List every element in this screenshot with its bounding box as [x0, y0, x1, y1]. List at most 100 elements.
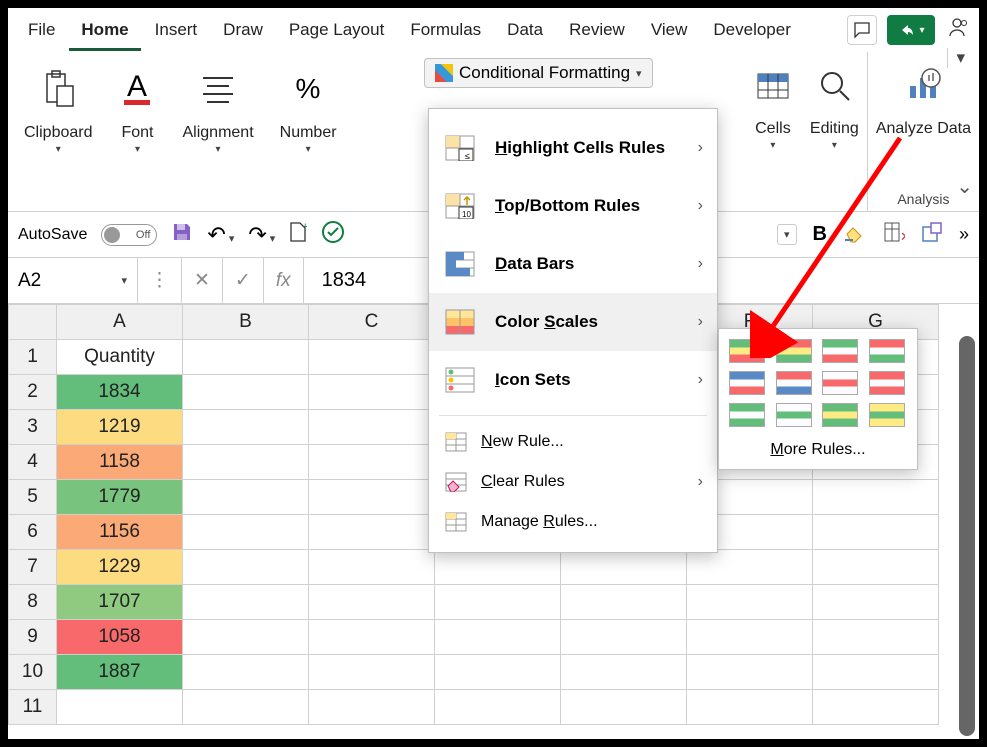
cell[interactable] — [687, 655, 813, 690]
delete-sheet-icon[interactable]: ✕ — [883, 221, 905, 248]
formula-value[interactable]: 1834 — [304, 269, 385, 292]
redo-button[interactable]: ↷▾ — [248, 222, 275, 248]
cell[interactable]: 1887 — [57, 655, 183, 690]
clear-format-icon[interactable] — [843, 220, 867, 249]
cell[interactable] — [813, 515, 939, 550]
cell[interactable] — [183, 655, 309, 690]
color-scale-swatch[interactable] — [729, 371, 765, 395]
row-header[interactable]: 3 — [9, 410, 57, 445]
tab-insert[interactable]: Insert — [143, 12, 210, 48]
row-header[interactable]: 5 — [9, 480, 57, 515]
color-scale-swatch[interactable] — [729, 403, 765, 427]
menu-data-bars[interactable]: Data Bars › — [429, 235, 717, 293]
cell[interactable] — [309, 410, 435, 445]
cell[interactable] — [435, 690, 561, 725]
cell[interactable] — [183, 375, 309, 410]
column-header[interactable]: B — [183, 305, 309, 340]
name-box[interactable]: A2 ▾ — [8, 258, 138, 303]
color-scale-swatch[interactable] — [776, 339, 812, 363]
menu-clear-rules[interactable]: Clear Rules › — [429, 462, 717, 502]
cell[interactable] — [813, 620, 939, 655]
dropdown-icon[interactable]: ▾ — [777, 224, 797, 245]
enter-icon[interactable]: ✓ — [223, 258, 264, 303]
color-scale-swatch[interactable] — [869, 339, 905, 363]
cell[interactable] — [561, 620, 687, 655]
tab-page-layout[interactable]: Page Layout — [277, 12, 396, 48]
cell[interactable] — [687, 585, 813, 620]
ribbon-group-clipboard[interactable]: Clipboard ▾ — [16, 56, 100, 203]
share-button[interactable]: ▾ — [887, 15, 935, 45]
cell[interactable] — [561, 690, 687, 725]
cell[interactable]: 1229 — [57, 550, 183, 585]
vertical-scrollbar[interactable] — [959, 336, 975, 736]
ribbon-group-alignment[interactable]: Alignment ▾ — [174, 56, 261, 203]
cell[interactable] — [309, 340, 435, 375]
more-rules-link[interactable]: More Rules... — [729, 441, 907, 459]
check-icon[interactable] — [321, 220, 345, 249]
cell[interactable] — [309, 445, 435, 480]
cell[interactable] — [183, 445, 309, 480]
row-header[interactable]: 2 — [9, 375, 57, 410]
cell[interactable]: 1779 — [57, 480, 183, 515]
color-scale-swatch[interactable] — [822, 339, 858, 363]
cell[interactable] — [183, 480, 309, 515]
cell[interactable] — [183, 690, 309, 725]
autosave-toggle[interactable]: Off — [101, 224, 157, 246]
row-header[interactable]: 1 — [9, 340, 57, 375]
tab-draw[interactable]: Draw — [211, 12, 275, 48]
tab-file[interactable]: File — [16, 12, 67, 48]
tab-formulas[interactable]: Formulas — [398, 12, 493, 48]
cell[interactable] — [183, 620, 309, 655]
fx-icon[interactable]: fx — [264, 258, 304, 303]
cell[interactable] — [561, 655, 687, 690]
cell[interactable] — [183, 340, 309, 375]
cell[interactable]: Quantity — [57, 340, 183, 375]
cell[interactable] — [309, 655, 435, 690]
row-header[interactable]: 7 — [9, 550, 57, 585]
ribbon-group-number[interactable]: % Number ▾ — [272, 56, 345, 203]
cell[interactable] — [309, 480, 435, 515]
cell[interactable]: 1219 — [57, 410, 183, 445]
save-icon[interactable] — [171, 221, 193, 248]
cell[interactable]: 1156 — [57, 515, 183, 550]
conditional-formatting-button[interactable]: Conditional Formatting ▾ — [424, 58, 653, 88]
cell[interactable]: 1058 — [57, 620, 183, 655]
ribbon-group-editing[interactable]: Editing ▾ — [802, 52, 867, 211]
cell[interactable] — [309, 620, 435, 655]
account-icon[interactable] — [945, 16, 971, 44]
tab-data[interactable]: Data — [495, 12, 555, 48]
ribbon-group-cells[interactable]: Cells ▾ — [744, 52, 802, 211]
cell[interactable]: 1834 — [57, 375, 183, 410]
cell[interactable] — [813, 480, 939, 515]
cell[interactable] — [813, 550, 939, 585]
cell[interactable] — [183, 515, 309, 550]
menu-highlight-cells[interactable]: ≤ Highlight Cells Rules › — [429, 119, 717, 177]
color-scale-swatch[interactable] — [776, 371, 812, 395]
color-scale-swatch[interactable] — [729, 339, 765, 363]
cell[interactable] — [309, 585, 435, 620]
color-scale-swatch[interactable] — [822, 371, 858, 395]
menu-top-bottom[interactable]: 10 Top/Bottom Rules › — [429, 177, 717, 235]
menu-manage-rules[interactable]: Manage Rules... — [429, 502, 717, 542]
cell[interactable] — [183, 585, 309, 620]
cell[interactable] — [57, 690, 183, 725]
column-header[interactable]: C — [309, 305, 435, 340]
cell[interactable] — [435, 655, 561, 690]
new-file-icon[interactable]: + — [289, 221, 307, 248]
menu-icon-sets[interactable]: Icon Sets › — [429, 351, 717, 409]
cell[interactable] — [435, 620, 561, 655]
addins-icon[interactable] — [921, 221, 943, 248]
cell[interactable]: 1158 — [57, 445, 183, 480]
cell[interactable] — [309, 515, 435, 550]
more-icon[interactable]: » — [959, 224, 969, 245]
row-header[interactable]: 10 — [9, 655, 57, 690]
select-all-corner[interactable] — [9, 305, 57, 340]
cell[interactable] — [687, 690, 813, 725]
menu-new-rule[interactable]: New Rule... — [429, 422, 717, 462]
cell[interactable] — [813, 655, 939, 690]
cell[interactable] — [435, 550, 561, 585]
cell[interactable] — [561, 550, 687, 585]
tab-review[interactable]: Review — [557, 12, 637, 48]
cell[interactable] — [183, 550, 309, 585]
cell[interactable] — [309, 690, 435, 725]
